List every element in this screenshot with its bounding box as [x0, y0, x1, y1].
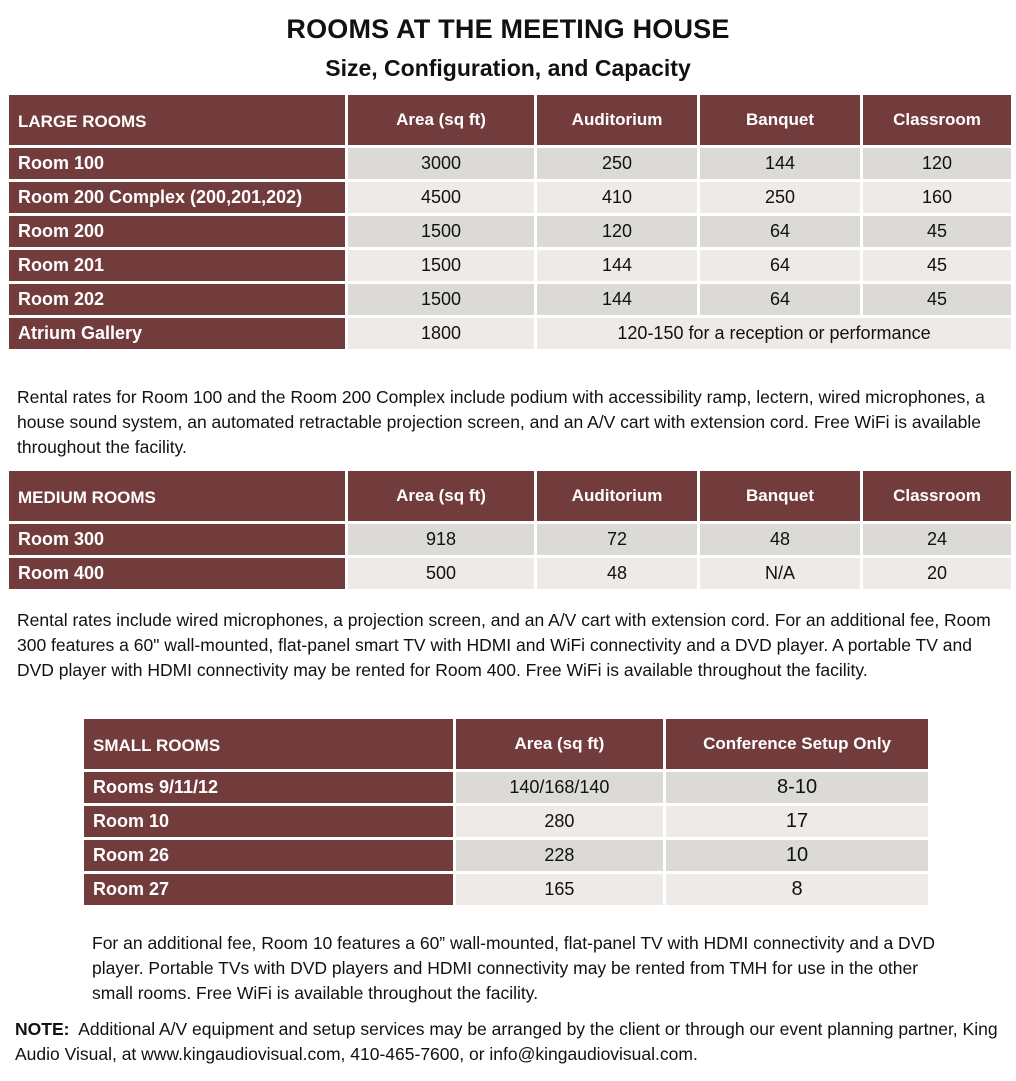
conference-cell: 17 — [666, 806, 928, 837]
room-name: Atrium Gallery — [9, 318, 345, 349]
page-subtitle: Size, Configuration, and Capacity — [325, 55, 691, 81]
classroom-cell: 24 — [863, 524, 1011, 555]
classroom-cell: 45 — [863, 250, 1011, 281]
table-row: Room 26 228 10 — [84, 840, 928, 871]
room-name: Room 300 — [9, 524, 345, 555]
area-cell: 165 — [455, 874, 664, 905]
classroom-cell: 20 — [863, 558, 1011, 589]
table-row: Room 100 3000 250 144 120 — [9, 148, 1011, 179]
area-cell: 228 — [455, 840, 664, 871]
table-row: Atrium Gallery 1800 120-150 for a recept… — [9, 318, 1011, 349]
area-cell: 1500 — [348, 216, 534, 247]
small-rooms-table: SMALL ROOMS Area (sq ft) Conference Setu… — [81, 716, 931, 908]
room-name: Room 26 — [84, 840, 453, 871]
area-cell: 500 — [348, 558, 534, 589]
medium-rooms-note: Rental rates include wired microphones, … — [17, 610, 991, 680]
room-name: Rooms 9/11/12 — [84, 772, 453, 803]
column-header: Banquet — [700, 471, 860, 521]
classroom-cell: 120 — [863, 148, 1011, 179]
area-cell: 3000 — [348, 148, 534, 179]
banquet-cell: 250 — [700, 182, 860, 213]
conference-cell: 10 — [666, 840, 928, 871]
table-row: Rooms 9/11/12 140/168/140 8-10 — [84, 772, 928, 803]
banquet-cell: 64 — [700, 250, 860, 281]
classroom-cell: 45 — [863, 284, 1011, 315]
auditorium-cell: 144 — [537, 284, 697, 315]
column-header: Classroom — [863, 95, 1011, 145]
auditorium-cell: 72 — [537, 524, 697, 555]
column-header: Area (sq ft) — [348, 95, 534, 145]
room-name: Room 400 — [9, 558, 345, 589]
conference-cell: 8-10 — [666, 772, 928, 803]
section-heading: MEDIUM ROOMS — [9, 471, 345, 521]
table-row: Room 200 1500 120 64 45 — [9, 216, 1011, 247]
room-name: Room 100 — [9, 148, 345, 179]
column-header: Area (sq ft) — [455, 719, 664, 769]
section-heading: SMALL ROOMS — [84, 719, 453, 769]
atrium-capacity-cell: 120-150 for a reception or performance — [537, 318, 1011, 349]
column-header: Banquet — [700, 95, 860, 145]
area-cell: 1800 — [348, 318, 534, 349]
table-header-row: SMALL ROOMS Area (sq ft) Conference Setu… — [84, 719, 928, 769]
table-header-row: MEDIUM ROOMS Area (sq ft) Auditorium Ban… — [9, 471, 1011, 521]
room-name: Room 202 — [9, 284, 345, 315]
banquet-cell: 64 — [700, 284, 860, 315]
column-header: Auditorium — [537, 95, 697, 145]
table-header-row: LARGE ROOMS Area (sq ft) Auditorium Banq… — [9, 95, 1011, 145]
banquet-cell: 64 — [700, 216, 860, 247]
auditorium-cell: 410 — [537, 182, 697, 213]
area-cell: 918 — [348, 524, 534, 555]
section-heading: LARGE ROOMS — [9, 95, 345, 145]
medium-rooms-table: MEDIUM ROOMS Area (sq ft) Auditorium Ban… — [6, 468, 1014, 592]
column-header: Area (sq ft) — [348, 471, 534, 521]
room-name: Room 27 — [84, 874, 453, 905]
banquet-cell: N/A — [700, 558, 860, 589]
auditorium-cell: 144 — [537, 250, 697, 281]
area-cell: 4500 — [348, 182, 534, 213]
area-cell: 1500 — [348, 250, 534, 281]
room-name: Room 200 — [9, 216, 345, 247]
banquet-cell: 48 — [700, 524, 860, 555]
large-rooms-table: LARGE ROOMS Area (sq ft) Auditorium Banq… — [6, 92, 1014, 352]
auditorium-cell: 250 — [537, 148, 697, 179]
column-header: Classroom — [863, 471, 1011, 521]
room-name: Room 201 — [9, 250, 345, 281]
area-cell: 140/168/140 — [455, 772, 664, 803]
area-cell: 280 — [455, 806, 664, 837]
area-cell: 1500 — [348, 284, 534, 315]
conference-cell: 8 — [666, 874, 928, 905]
column-header: Auditorium — [537, 471, 697, 521]
note-label: NOTE: — [15, 1019, 70, 1039]
room-name: Room 10 — [84, 806, 453, 837]
classroom-cell: 160 — [863, 182, 1011, 213]
column-header: Conference Setup Only — [666, 719, 928, 769]
room-name: Room 200 Complex (200,201,202) — [9, 182, 345, 213]
table-row: Room 300 918 72 48 24 — [9, 524, 1011, 555]
table-row: Room 200 Complex (200,201,202) 4500 410 … — [9, 182, 1011, 213]
note-text: Additional A/V equipment and setup servi… — [15, 1019, 998, 1064]
small-rooms-note: For an additional fee, Room 10 features … — [92, 933, 936, 1003]
auditorium-cell: 120 — [537, 216, 697, 247]
large-rooms-note: Rental rates for Room 100 and the Room 2… — [17, 387, 985, 457]
classroom-cell: 45 — [863, 216, 1011, 247]
table-row: Room 10 280 17 — [84, 806, 928, 837]
auditorium-cell: 48 — [537, 558, 697, 589]
table-row: Room 27 165 8 — [84, 874, 928, 905]
footer-note: NOTE: Additional A/V equipment and setup… — [15, 1017, 1010, 1067]
banquet-cell: 144 — [700, 148, 860, 179]
table-row: Room 400 500 48 N/A 20 — [9, 558, 1011, 589]
page-title: ROOMS AT THE MEETING HOUSE — [286, 14, 730, 44]
table-row: Room 201 1500 144 64 45 — [9, 250, 1011, 281]
table-row: Room 202 1500 144 64 45 — [9, 284, 1011, 315]
